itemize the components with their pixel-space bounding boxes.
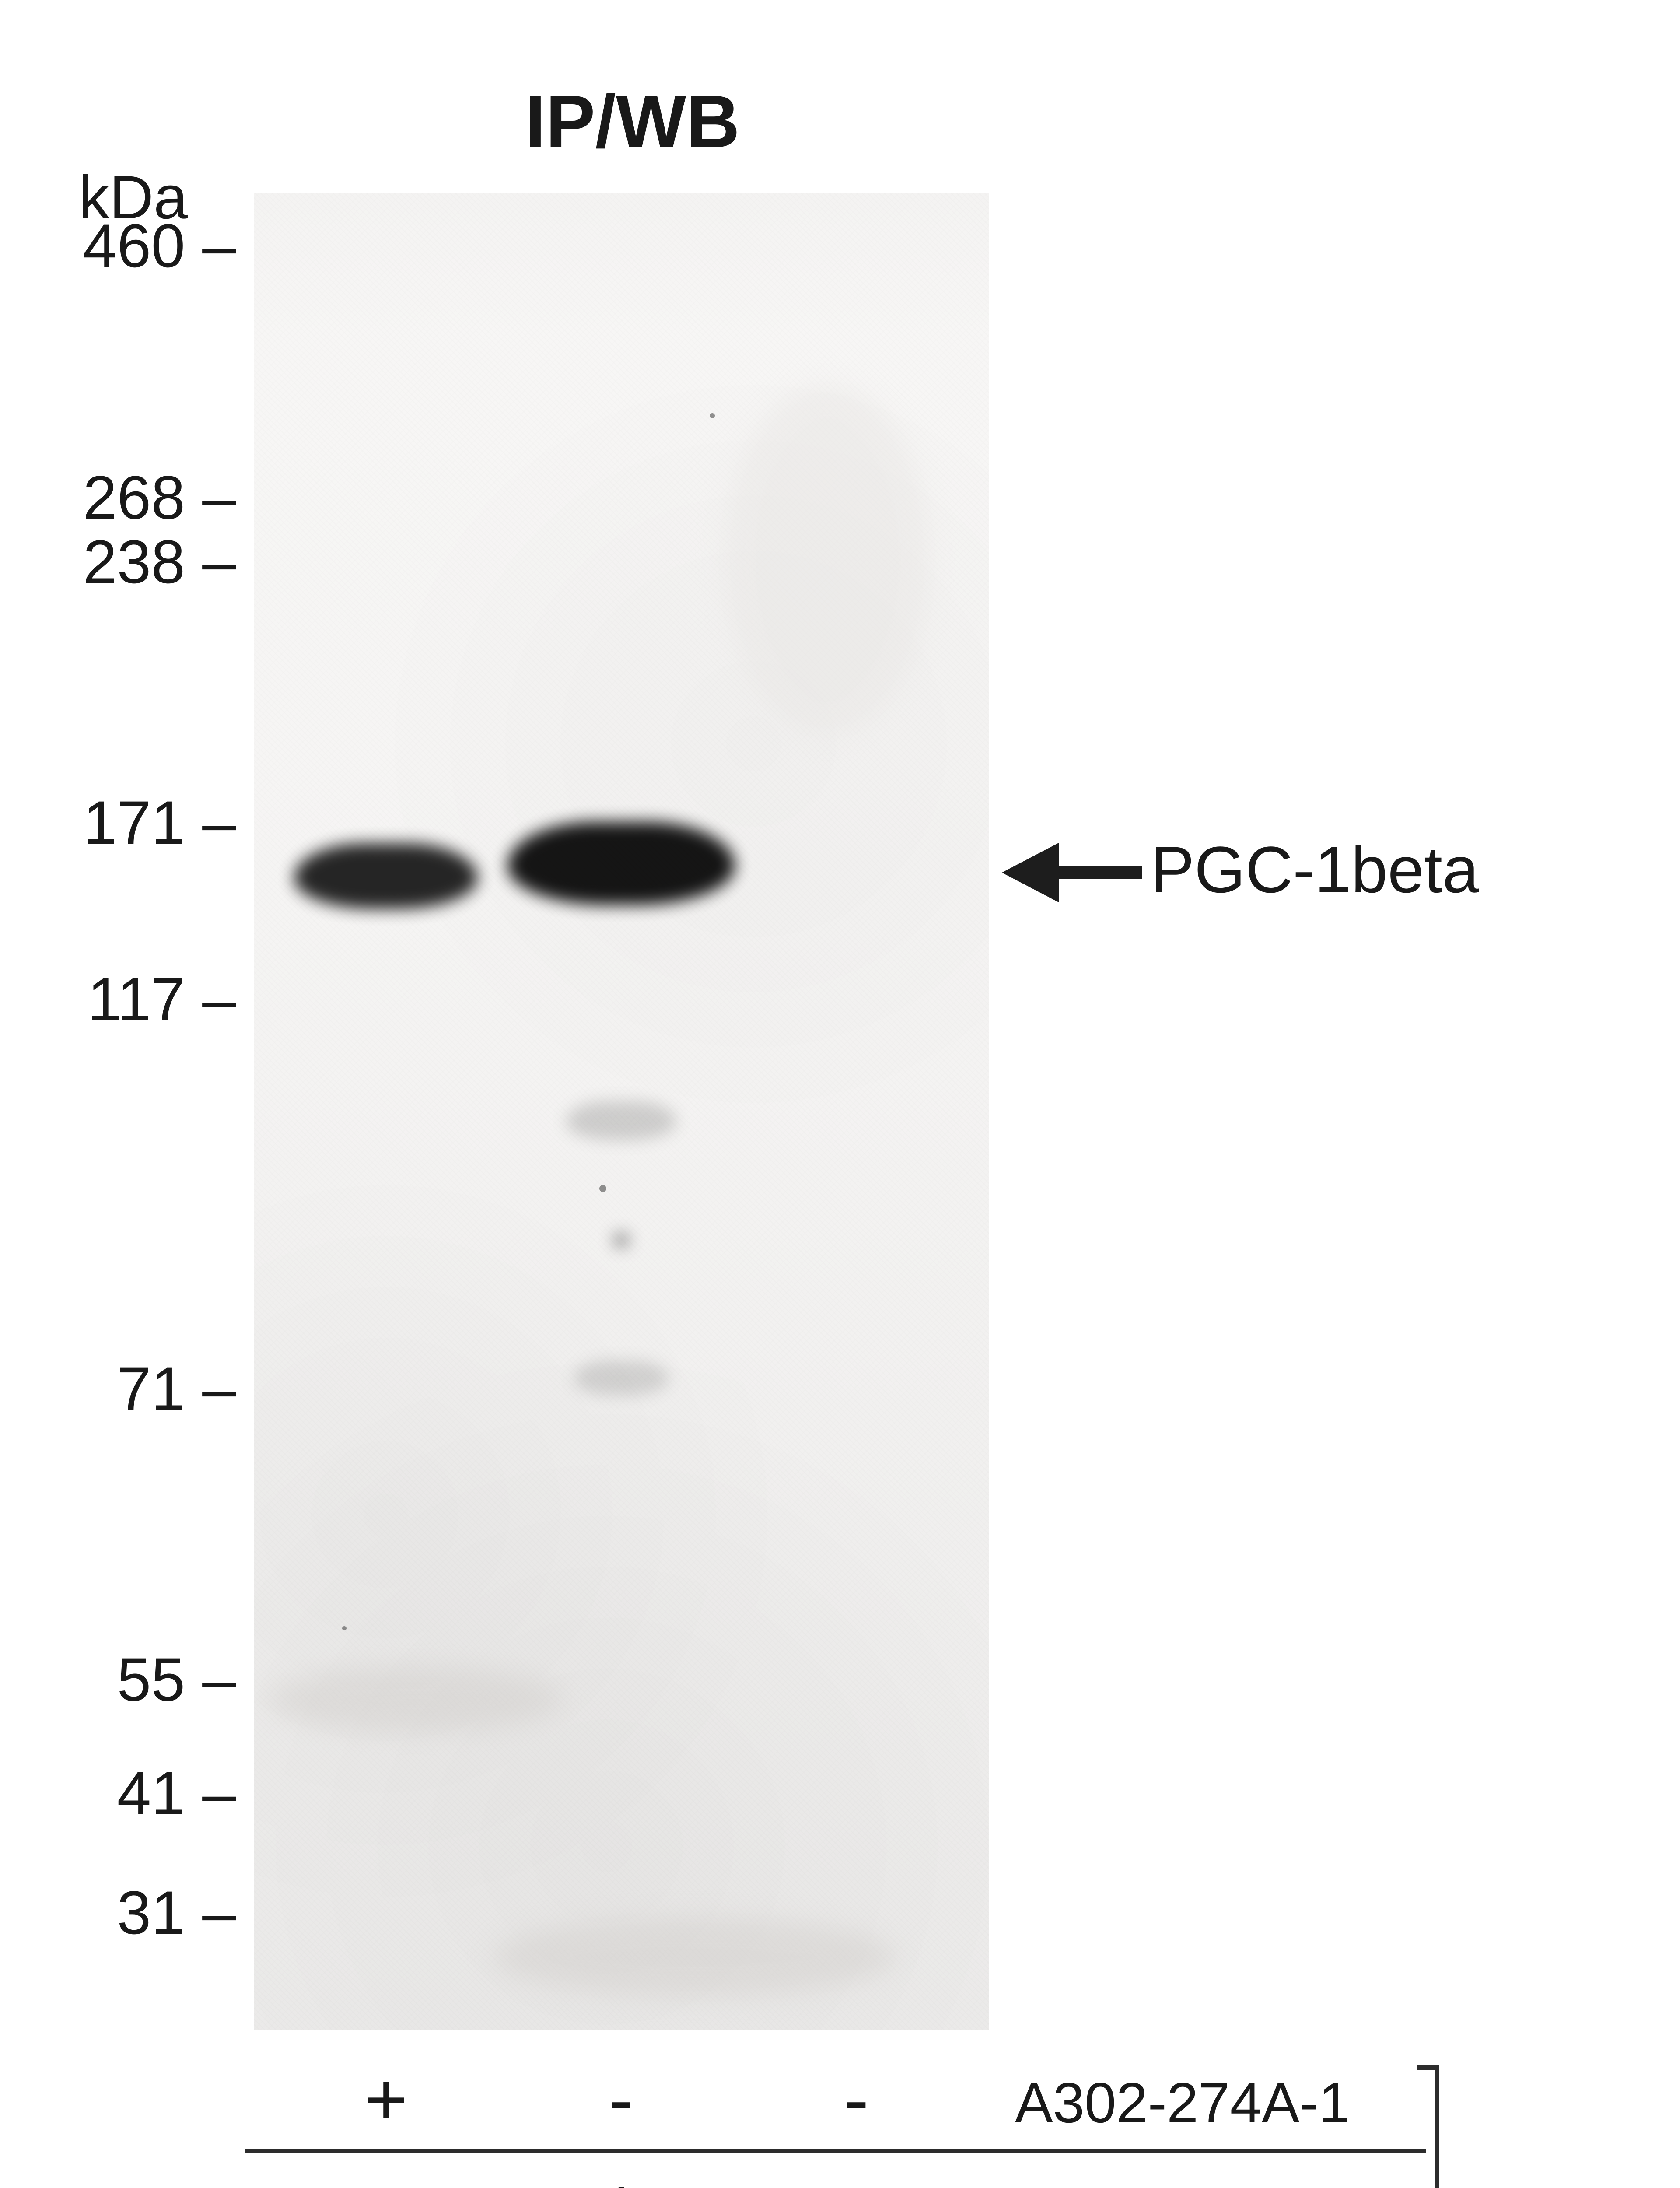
table-row-divider: [245, 2149, 1426, 2153]
target-protein-label: PGC-1beta: [1151, 832, 1479, 908]
protein-band: [294, 843, 478, 909]
mw-marker: 460 –: [79, 210, 236, 281]
mw-marker: 31 –: [79, 1877, 236, 1948]
ip-antibody-label: A302-274A-1: [1015, 2070, 1350, 2135]
mw-marker: 55 –: [79, 1644, 236, 1715]
mw-marker: 41 –: [79, 1758, 236, 1829]
arrow-shaft: [1054, 866, 1142, 879]
arrow-left-icon: [1002, 843, 1059, 902]
mw-marker: 71 –: [79, 1353, 236, 1424]
protein-band: [508, 822, 735, 905]
lane-condition-sign: -: [830, 2162, 883, 2188]
protein-band: [574, 1360, 669, 1396]
mw-marker: 117 –: [79, 964, 236, 1035]
ip-bracket-tick: [1418, 2065, 1439, 2070]
protein-band: [566, 1101, 676, 1140]
background-smudge: [724, 385, 930, 735]
lane-condition-sign: -: [595, 2057, 648, 2142]
background-smudge: [493, 1918, 897, 1996]
figure-header: IP/WB: [525, 79, 740, 165]
lane-condition-sign: -: [830, 2057, 883, 2142]
western-blot-figure: IP/WB kDa 460 –268 –238 –171 –117 –71 –5…: [79, 79, 1601, 2188]
ip-bracket-vertical: [1435, 2065, 1439, 2188]
protein-band: [613, 1233, 630, 1248]
lane-condition-sign: +: [360, 2057, 412, 2142]
speck: [342, 1626, 346, 1630]
ip-antibody-label: A302-274A-2: [1015, 2175, 1350, 2188]
mw-marker: 238 –: [79, 526, 236, 597]
lane-condition-sign: +: [595, 2162, 648, 2188]
blot-membrane: [254, 193, 989, 2030]
speck: [710, 413, 715, 418]
lane-condition-sign: -: [360, 2162, 412, 2188]
mw-marker: 268 –: [79, 462, 236, 533]
background-smudge: [269, 1667, 563, 1732]
speck: [599, 1185, 606, 1192]
ip-bracket-label: IP: [1457, 2177, 1515, 2188]
mw-marker: 171 –: [79, 787, 236, 858]
